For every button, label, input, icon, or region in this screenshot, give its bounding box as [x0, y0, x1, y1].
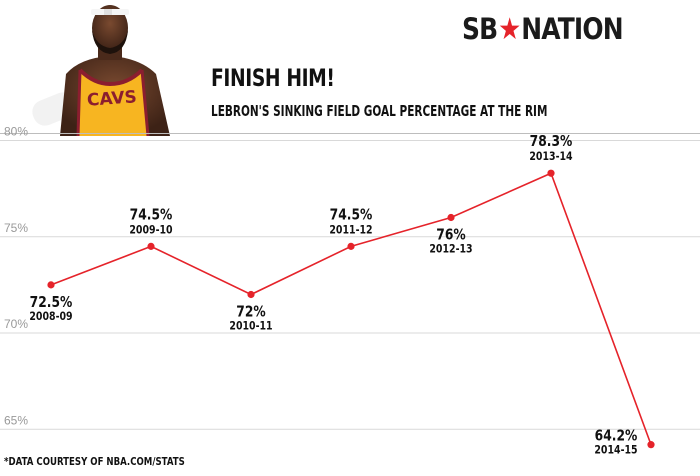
- data-label-value: 74.5%: [330, 206, 373, 223]
- logo-text-right: NATION: [521, 12, 623, 46]
- y-axis: 65% 70% 75% 80%: [4, 125, 28, 428]
- data-label-value: 78.3%: [530, 133, 573, 150]
- data-label-value: 76%: [436, 226, 466, 243]
- data-label-value: 72.5%: [30, 294, 73, 311]
- data-label-value: 72%: [236, 303, 266, 320]
- x-category-label: 2010-11: [229, 320, 272, 333]
- logo-text-left: SB: [462, 12, 498, 46]
- x-category-label: 2008-09: [29, 310, 72, 323]
- player-photo: CAVS: [32, 5, 170, 136]
- sb-nation-logo: SB ★ NATION: [462, 11, 624, 47]
- chart-subtitle: LEBRON'S SINKING FIELD GOAL PERCENTAGE A…: [211, 102, 548, 120]
- y-tick-label: 75%: [4, 221, 28, 235]
- data-label-value: 64.2%: [595, 428, 638, 445]
- data-point: [47, 281, 55, 289]
- y-tick-label: 70%: [4, 317, 28, 331]
- jersey-text: CAVS: [86, 87, 137, 110]
- data-point: [347, 242, 355, 250]
- star-icon: ★: [498, 11, 521, 47]
- x-category-label: 2011-12: [329, 224, 372, 237]
- x-category-label: 2012-13: [429, 243, 472, 256]
- chart-grid: [0, 133, 700, 430]
- data-point: [647, 441, 655, 449]
- data-point: [447, 213, 455, 222]
- x-category-label: 2013-14: [529, 150, 572, 163]
- data-labels: 72.5%2008-0974.5%2009-1072%2010-1174.5%2…: [29, 133, 637, 457]
- y-tick-label: 80%: [4, 125, 28, 139]
- data-source-note: *DATA COURTESY OF NBA.COM/STATS: [4, 455, 185, 468]
- x-category-label: 2009-10: [129, 224, 172, 237]
- data-label-value: 74.5%: [130, 206, 173, 223]
- y-tick-label: 65%: [4, 413, 28, 427]
- x-category-label: 2014-15: [594, 444, 637, 457]
- data-points: [47, 169, 655, 449]
- data-point: [547, 169, 555, 177]
- data-point: [247, 290, 255, 299]
- data-point: [147, 242, 155, 250]
- chart-title: FINISH HIM!: [211, 64, 335, 92]
